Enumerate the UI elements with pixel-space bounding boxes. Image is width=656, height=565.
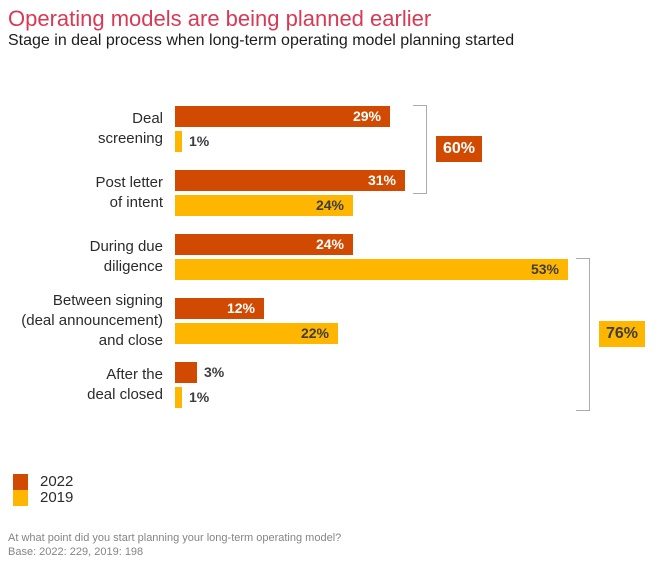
- value-label: 3%: [204, 364, 225, 380]
- footnote-question: At what point did you start planning you…: [8, 532, 342, 544]
- bar-2019: [175, 131, 182, 152]
- bar-2019: [175, 195, 353, 216]
- legend-swatch-2019: [13, 490, 28, 506]
- legend-swatch-2022: [13, 474, 28, 490]
- annotation-label: 60%: [436, 135, 483, 162]
- bar-2022: [175, 362, 197, 383]
- category-label-line: diligence: [103, 258, 163, 275]
- bar-2022: [175, 106, 390, 127]
- legend-label: 2019: [40, 489, 74, 506]
- category-label-line: of intent: [109, 194, 163, 211]
- value-label: 53%: [530, 261, 559, 277]
- category-label: After the deal closed: [0, 365, 163, 405]
- value-label: 31%: [367, 172, 396, 188]
- annotation-label: 76%: [599, 320, 646, 347]
- bar-2019: [175, 259, 568, 280]
- category-label-line: During due: [89, 238, 163, 255]
- value-label: 24%: [315, 236, 344, 252]
- category-label: Deal screening: [0, 109, 163, 149]
- category-label: During due diligence: [0, 237, 163, 277]
- category-label-line: screening: [97, 130, 163, 147]
- category-label-line: Post letter: [95, 174, 163, 191]
- bar-chart: Deal screening 29% 1% Post letter of intent 31…: [0, 105, 646, 411]
- bar-2022: [175, 298, 264, 319]
- value-label: 1%: [189, 133, 210, 149]
- footnotes: At what point did you start planning you…: [8, 531, 341, 559]
- legend-item-2019: 2019: [13, 490, 73, 506]
- category-label-line: deal closed: [87, 386, 163, 403]
- value-label: 24%: [315, 197, 344, 213]
- value-label: 29%: [352, 108, 381, 124]
- bar-2019: [175, 323, 338, 344]
- bracket: [576, 258, 590, 411]
- value-label: 12%: [226, 300, 255, 316]
- category-label-line: Deal: [132, 110, 163, 127]
- value-label: 22%: [300, 325, 329, 341]
- bar-2022: [175, 234, 353, 255]
- footnote-base: Base: 2022: 229, 2019: 198: [8, 546, 144, 558]
- category-label: Post letter of intent: [0, 173, 163, 213]
- category-label-line: (deal announcement): [21, 312, 163, 329]
- category-label-line: After the: [106, 366, 163, 383]
- value-label: 1%: [189, 389, 210, 405]
- category-label-line: and close: [98, 332, 163, 349]
- category-label-line: Between signing: [52, 292, 163, 309]
- bracket: [413, 105, 427, 194]
- category-label: Between signing (deal announcement) and cl…: [0, 291, 163, 351]
- chart-legend: 2022 2019: [13, 474, 73, 506]
- page-title: Operating models are being planned earli…: [8, 6, 432, 31]
- legend-label: 2022: [40, 473, 74, 490]
- legend-item-2022: 2022: [13, 474, 73, 490]
- bar-2019: [175, 387, 182, 408]
- bar-2022: [175, 170, 405, 191]
- page-subtitle: Stage in deal process when long-term ope…: [8, 32, 515, 49]
